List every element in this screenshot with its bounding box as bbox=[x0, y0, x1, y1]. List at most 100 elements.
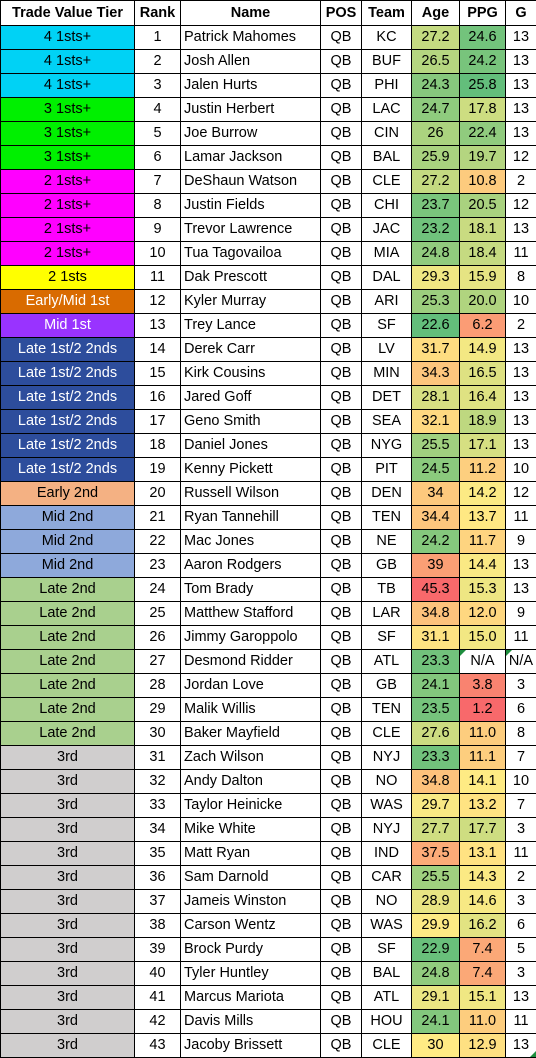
rank-cell: 29 bbox=[135, 698, 181, 722]
team-cell: BUF bbox=[362, 50, 412, 74]
name-cell: Jalen Hurts bbox=[181, 74, 321, 98]
age-cell: 22.9 bbox=[412, 938, 460, 962]
name-cell: Geno Smith bbox=[181, 410, 321, 434]
ppg-cell: 20.0 bbox=[460, 290, 506, 314]
ppg-cell: 14.9 bbox=[460, 338, 506, 362]
age-cell: 24.7 bbox=[412, 98, 460, 122]
name-cell: Marcus Mariota bbox=[181, 986, 321, 1010]
team-cell: NE bbox=[362, 530, 412, 554]
pos-cell: QB bbox=[321, 578, 362, 602]
ppg-cell: 15.9 bbox=[460, 266, 506, 290]
name-cell: Malik Willis bbox=[181, 698, 321, 722]
tier-cell: Mid 2nd bbox=[1, 506, 135, 530]
tier-cell: Late 2nd bbox=[1, 674, 135, 698]
tier-cell: 3rd bbox=[1, 986, 135, 1010]
games-cell: 2 bbox=[506, 314, 536, 338]
rank-cell: 31 bbox=[135, 746, 181, 770]
pos-cell: QB bbox=[321, 458, 362, 482]
rank-cell: 9 bbox=[135, 218, 181, 242]
team-cell: SF bbox=[362, 938, 412, 962]
team-cell: ATL bbox=[362, 650, 412, 674]
games-cell: 9 bbox=[506, 602, 536, 626]
rank-cell: 1 bbox=[135, 26, 181, 50]
tier-cell: 3rd bbox=[1, 818, 135, 842]
tier-cell: Late 1st/2 2nds bbox=[1, 362, 135, 386]
team-cell: CLE bbox=[362, 722, 412, 746]
team-cell: DET bbox=[362, 386, 412, 410]
name-cell: Jacoby Brissett bbox=[181, 1034, 321, 1058]
rank-cell: 7 bbox=[135, 170, 181, 194]
tier-cell: 3rd bbox=[1, 1010, 135, 1034]
age-cell: 34.4 bbox=[412, 506, 460, 530]
name-cell: Daniel Jones bbox=[181, 434, 321, 458]
name-cell: Baker Mayfield bbox=[181, 722, 321, 746]
team-cell: TEN bbox=[362, 698, 412, 722]
age-cell: 23.3 bbox=[412, 746, 460, 770]
pos-cell: QB bbox=[321, 1010, 362, 1034]
games-cell: N/A bbox=[506, 650, 536, 674]
ppg-cell: 16.5 bbox=[460, 362, 506, 386]
ppg-cell: 14.6 bbox=[460, 890, 506, 914]
age-cell: 23.5 bbox=[412, 698, 460, 722]
pos-cell: QB bbox=[321, 266, 362, 290]
tier-cell: 3rd bbox=[1, 770, 135, 794]
name-cell: Justin Fields bbox=[181, 194, 321, 218]
tier-cell: 2 1sts+ bbox=[1, 242, 135, 266]
games-cell: 13 bbox=[506, 362, 536, 386]
games-cell: 13 bbox=[506, 50, 536, 74]
age-cell: 34.8 bbox=[412, 602, 460, 626]
team-cell: NO bbox=[362, 890, 412, 914]
age-cell: 28.1 bbox=[412, 386, 460, 410]
rank-cell: 20 bbox=[135, 482, 181, 506]
name-cell: Josh Allen bbox=[181, 50, 321, 74]
ppg-cell: 18.9 bbox=[460, 410, 506, 434]
games-cell: 3 bbox=[506, 674, 536, 698]
header-row: Trade Value Tier Rank Name POS Team Age … bbox=[1, 1, 536, 26]
name-cell: Tua Tagovailoa bbox=[181, 242, 321, 266]
pos-cell: QB bbox=[321, 818, 362, 842]
name-cell: Jimmy Garoppolo bbox=[181, 626, 321, 650]
pos-cell: QB bbox=[321, 26, 362, 50]
age-cell: 25.3 bbox=[412, 290, 460, 314]
rank-cell: 17 bbox=[135, 410, 181, 434]
rank-cell: 3 bbox=[135, 74, 181, 98]
ppg-cell: N/A bbox=[460, 650, 506, 674]
name-cell: Matthew Stafford bbox=[181, 602, 321, 626]
team-cell: SF bbox=[362, 314, 412, 338]
name-cell: Justin Herbert bbox=[181, 98, 321, 122]
name-cell: Davis Mills bbox=[181, 1010, 321, 1034]
team-cell: ATL bbox=[362, 986, 412, 1010]
rank-cell: 23 bbox=[135, 554, 181, 578]
ppg-cell: 13.7 bbox=[460, 506, 506, 530]
ppg-cell: 18.4 bbox=[460, 242, 506, 266]
age-cell: 30 bbox=[412, 1034, 460, 1058]
rank-cell: 40 bbox=[135, 962, 181, 986]
games-cell: 10 bbox=[506, 290, 536, 314]
rank-cell: 32 bbox=[135, 770, 181, 794]
pos-cell: QB bbox=[321, 386, 362, 410]
ppg-cell: 15.3 bbox=[460, 578, 506, 602]
tier-cell: Late 2nd bbox=[1, 722, 135, 746]
name-cell: Mike White bbox=[181, 818, 321, 842]
pos-cell: QB bbox=[321, 962, 362, 986]
team-cell: WAS bbox=[362, 914, 412, 938]
name-cell: Jordan Love bbox=[181, 674, 321, 698]
games-cell: 12 bbox=[506, 194, 536, 218]
tier-cell: Late 1st/2 2nds bbox=[1, 434, 135, 458]
games-cell: 13 bbox=[506, 218, 536, 242]
games-cell: 6 bbox=[506, 914, 536, 938]
rank-cell: 36 bbox=[135, 866, 181, 890]
ppg-cell: 11.7 bbox=[460, 530, 506, 554]
games-cell: 8 bbox=[506, 722, 536, 746]
